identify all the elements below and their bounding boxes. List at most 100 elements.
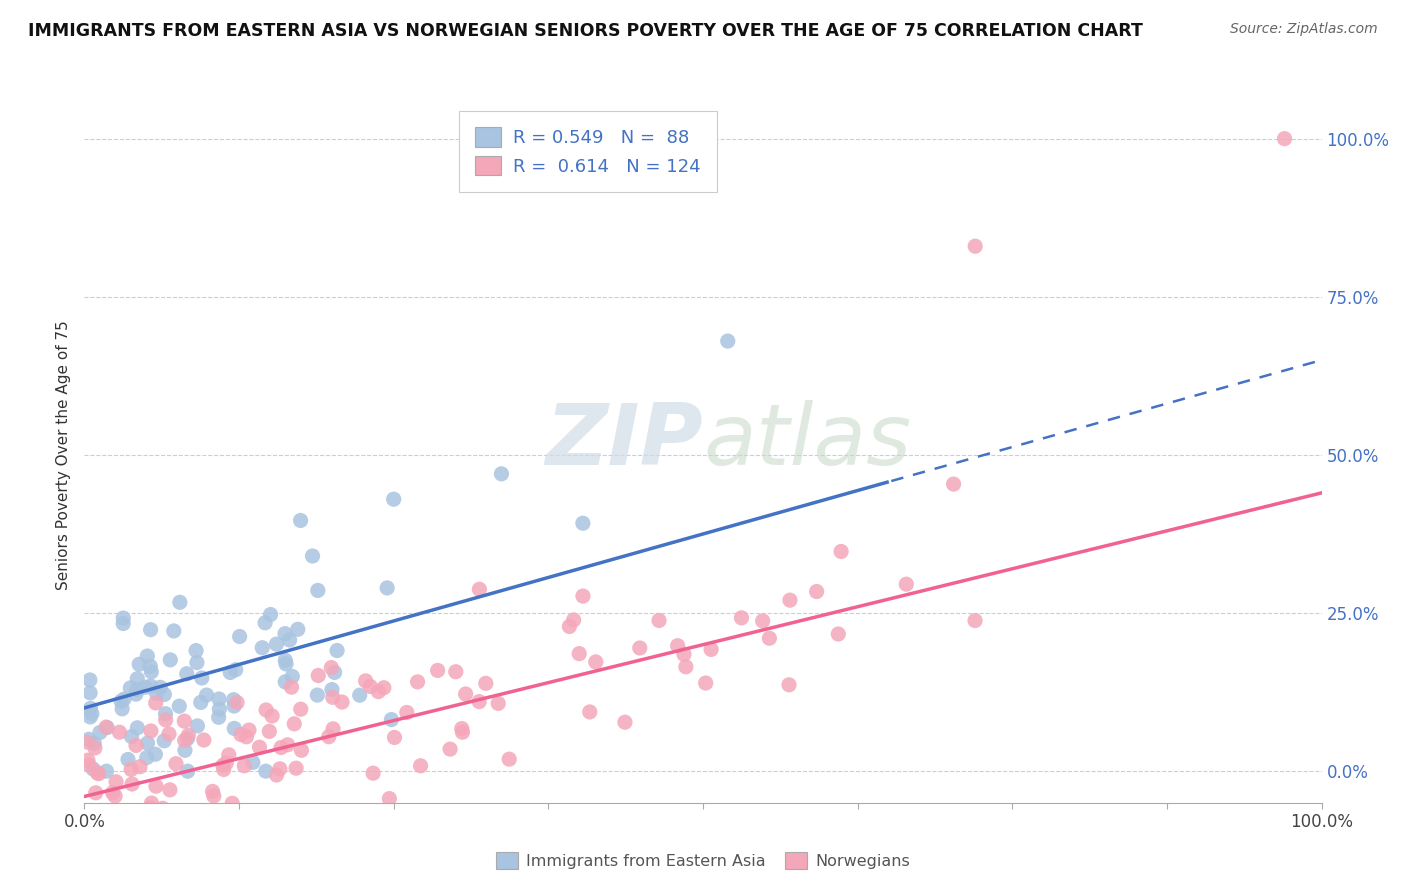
Point	[120, 763, 142, 777]
Point	[136, 648, 159, 663]
Text: atlas: atlas	[703, 400, 911, 483]
Point	[224, 722, 246, 736]
Point	[80, 811, 103, 825]
Point	[233, 759, 256, 773]
Point	[498, 752, 520, 766]
Point	[86, 765, 108, 780]
Point	[190, 695, 212, 709]
Point	[125, 739, 148, 753]
Point	[238, 723, 260, 737]
Point	[562, 613, 585, 627]
Point	[117, 752, 139, 766]
Point	[193, 733, 215, 747]
Point	[101, 786, 124, 800]
Point	[326, 643, 349, 657]
Point	[361, 766, 384, 780]
Point	[439, 742, 461, 756]
Point	[323, 665, 346, 680]
Point	[149, 681, 172, 695]
Point	[806, 584, 828, 599]
Point	[186, 656, 208, 670]
Point	[321, 682, 343, 697]
Y-axis label: Seniors Poverty Over the Age of 75: Seniors Poverty Over the Age of 75	[56, 320, 72, 590]
Point	[153, 857, 176, 871]
Point	[139, 679, 162, 693]
Point	[84, 786, 107, 800]
Point	[155, 706, 177, 721]
Point	[450, 722, 472, 736]
Point	[141, 665, 163, 679]
Point	[290, 743, 312, 757]
Point	[89, 816, 111, 830]
Point	[89, 725, 111, 739]
Point	[963, 614, 986, 628]
Point	[254, 615, 277, 630]
Point	[468, 582, 491, 597]
Point	[79, 686, 101, 700]
Point	[896, 577, 918, 591]
Point	[290, 513, 312, 527]
Point	[165, 756, 187, 771]
Point	[695, 676, 717, 690]
Point	[426, 664, 449, 678]
Point	[128, 657, 150, 672]
Point	[301, 549, 323, 563]
Point	[98, 813, 121, 827]
Point	[117, 849, 139, 863]
Point	[475, 676, 498, 690]
Point	[751, 614, 773, 628]
Point	[195, 688, 218, 702]
Point	[127, 672, 149, 686]
Point	[382, 492, 405, 507]
Point	[380, 713, 402, 727]
Point	[212, 758, 235, 772]
Point	[830, 544, 852, 558]
Point	[76, 753, 98, 767]
Text: ZIP: ZIP	[546, 400, 703, 483]
Point	[184, 643, 207, 657]
Point	[177, 764, 200, 779]
Point	[83, 741, 105, 756]
Point	[373, 681, 395, 695]
Point	[96, 764, 118, 779]
Point	[700, 642, 723, 657]
Point	[134, 680, 156, 694]
Point	[208, 710, 231, 724]
Point	[159, 782, 181, 797]
Point	[225, 663, 247, 677]
Point	[125, 687, 148, 701]
Point	[160, 830, 183, 844]
Point	[269, 762, 291, 776]
Text: IMMIGRANTS FROM EASTERN ASIA VS NORWEGIAN SENIORS POVERTY OVER THE AGE OF 75 COR: IMMIGRANTS FROM EASTERN ASIA VS NORWEGIA…	[28, 22, 1143, 40]
Point	[228, 630, 250, 644]
Point	[139, 623, 162, 637]
Point	[486, 697, 509, 711]
Point	[121, 730, 143, 744]
Point	[254, 764, 277, 779]
Point	[266, 768, 288, 782]
Point	[87, 766, 110, 780]
Point	[375, 581, 398, 595]
Point	[254, 703, 277, 717]
Point	[212, 763, 235, 777]
Point	[96, 721, 118, 735]
Point	[318, 730, 340, 744]
Point	[167, 814, 190, 828]
Point	[145, 687, 167, 701]
Point	[173, 714, 195, 728]
Point	[208, 692, 231, 706]
Point	[173, 733, 195, 747]
Point	[222, 692, 245, 706]
Point	[76, 735, 98, 749]
Point	[666, 639, 689, 653]
Point	[235, 730, 257, 744]
Point	[153, 734, 176, 748]
Point	[218, 747, 240, 762]
Point	[409, 759, 432, 773]
Point	[110, 694, 132, 708]
Point	[229, 727, 252, 741]
Point	[141, 796, 163, 810]
Point	[395, 706, 418, 720]
Point	[307, 688, 329, 702]
Point	[177, 728, 200, 742]
